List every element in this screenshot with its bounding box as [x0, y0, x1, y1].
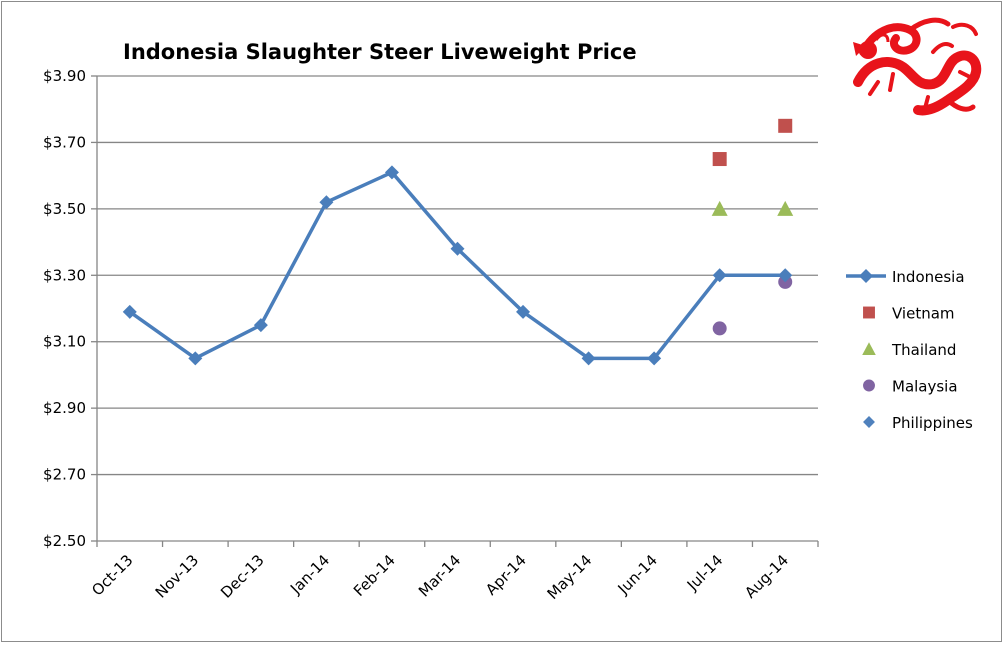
- x-tick-label: Jul-14: [683, 551, 727, 595]
- x-tick-label: Oct-13: [88, 551, 136, 599]
- legend: Indonesia Vietnam Thailand Malaysia Philippi…: [846, 268, 973, 432]
- indonesia-point: [647, 351, 662, 366]
- y-tick-label: $2.50: [43, 532, 86, 550]
- legend-label-indonesia: Indonesia: [892, 268, 965, 286]
- legend-marker-malaysia: [863, 379, 875, 392]
- indonesia-point: [516, 304, 531, 319]
- indonesia-point: [188, 351, 203, 366]
- x-tick-label: Apr-14: [482, 551, 530, 599]
- legend-label-vietnam: Vietnam: [892, 305, 955, 323]
- thailand-point: [777, 200, 794, 216]
- x-tick-label: Jan-14: [286, 551, 333, 598]
- dragon-icon: [853, 17, 982, 116]
- x-tick-label: May-14: [544, 551, 596, 603]
- vietnam-point: [712, 152, 727, 167]
- chart-title: Indonesia Slaughter Steer Liveweight Pri…: [123, 40, 637, 64]
- vietnam-point: [778, 118, 793, 133]
- thailand-point: [711, 200, 728, 216]
- x-tick-label: Feb-14: [350, 551, 399, 600]
- y-tick-labels: $3.90 $3.70 $3.50 $3.30 $3.10 $2.90 $2.70 $2.50: [43, 67, 86, 550]
- y-tick-label: $3.30: [43, 266, 86, 284]
- indonesia-point: [581, 351, 596, 366]
- y-tick-label: $3.90: [43, 67, 86, 85]
- legend-marker-vietnam: [863, 306, 875, 319]
- indonesia-point: [122, 304, 137, 319]
- series-marks: [122, 118, 794, 366]
- legend-marker-thailand: [862, 342, 876, 355]
- y-tick-label: $2.70: [43, 466, 86, 484]
- x-tick-label: Jun-14: [614, 551, 661, 598]
- y-tick-label: $3.50: [43, 200, 86, 218]
- indonesia-point: [450, 241, 465, 256]
- indonesia-point: [712, 268, 727, 283]
- indonesia-point: [253, 318, 268, 333]
- axes: [91, 75, 819, 547]
- legend-marker-philippines: [863, 416, 875, 428]
- gridlines: [97, 75, 818, 476]
- x-tick-label: Mar-14: [415, 551, 464, 600]
- legend-marker-indonesia: [859, 269, 873, 283]
- indonesia-point: [384, 165, 399, 180]
- x-tick-label: Nov-13: [152, 551, 202, 601]
- legend-label-philippines: Philippines: [892, 414, 973, 432]
- indonesia-series-line: [128, 170, 786, 361]
- y-tick-label: $3.70: [43, 133, 86, 151]
- y-tick-label: $3.10: [43, 333, 86, 351]
- x-tick-label: Aug-14: [741, 551, 792, 602]
- malaysia-point: [712, 321, 727, 336]
- y-tick-label: $2.90: [43, 399, 86, 417]
- indonesia-point: [319, 195, 334, 210]
- x-tick-label: Dec-13: [217, 551, 268, 602]
- indonesia-point: [778, 268, 793, 283]
- x-tick-labels: Oct-13 Nov-13 Dec-13 Jan-14 Feb-14 Mar-14 Apr-…: [88, 551, 792, 603]
- legend-label-thailand: Thailand: [891, 341, 956, 359]
- legend-label-malaysia: Malaysia: [892, 378, 958, 396]
